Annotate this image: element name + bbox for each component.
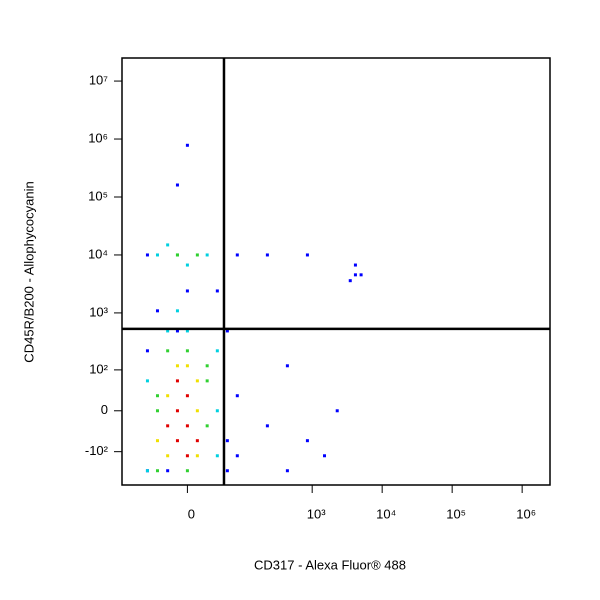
data-point <box>215 454 219 458</box>
data-point <box>185 424 189 428</box>
data-point <box>175 183 179 187</box>
data-point <box>353 263 357 267</box>
data-point <box>175 439 179 443</box>
data-point <box>166 243 170 247</box>
data-point <box>265 424 269 428</box>
data-point <box>185 329 189 333</box>
data-point <box>185 289 189 293</box>
y-tick-label: -10² <box>85 443 109 458</box>
data-point <box>145 349 149 353</box>
data-point <box>175 309 179 313</box>
data-point <box>185 454 189 458</box>
data-point <box>185 349 189 353</box>
data-point <box>235 394 239 398</box>
data-point <box>185 143 189 147</box>
data-point <box>155 309 159 313</box>
y-tick-label: 10³ <box>89 304 108 319</box>
y-tick-label: 10⁷ <box>89 73 108 88</box>
data-point <box>205 379 209 383</box>
y-axis-label: CD45R/B200 - Allophycocyanin <box>21 181 36 362</box>
data-point <box>225 439 229 443</box>
data-point <box>155 409 159 413</box>
data-point <box>155 253 159 257</box>
data-point <box>166 329 170 333</box>
data-point <box>145 379 149 383</box>
data-point <box>195 379 199 383</box>
data-point <box>215 409 219 413</box>
data-point <box>285 469 289 473</box>
data-point <box>285 364 289 368</box>
x-tick-label: 0 <box>188 506 195 521</box>
data-point <box>185 394 189 398</box>
data-point <box>166 349 170 353</box>
data-point <box>305 253 309 257</box>
data-point <box>185 263 189 267</box>
data-point <box>348 279 352 283</box>
data-point <box>185 364 189 368</box>
data-point <box>175 329 179 333</box>
data-point <box>166 454 170 458</box>
data-point <box>185 469 189 473</box>
data-point <box>155 439 159 443</box>
data-point <box>235 253 239 257</box>
plot-frame <box>121 57 551 486</box>
data-point <box>305 439 309 443</box>
x-tick-label: 10³ <box>307 506 326 521</box>
data-point <box>205 424 209 428</box>
data-point <box>195 439 199 443</box>
data-point <box>215 349 219 353</box>
x-axis-label: CD317 - Alexa Fluor® 488 <box>254 557 406 572</box>
data-point <box>175 364 179 368</box>
data-point <box>155 394 159 398</box>
data-point <box>145 469 149 473</box>
data-point <box>145 253 149 257</box>
data-point <box>265 253 269 257</box>
y-tick-label: 10⁴ <box>88 246 108 261</box>
data-point <box>225 469 229 473</box>
data-point <box>195 409 199 413</box>
data-point <box>323 454 327 458</box>
y-tick-label: 0 <box>101 402 108 417</box>
data-point <box>166 424 170 428</box>
data-point <box>155 469 159 473</box>
x-tick-label: 10⁵ <box>446 506 466 521</box>
y-tick-label: 10⁶ <box>88 130 108 145</box>
data-point <box>335 409 339 413</box>
data-point <box>166 394 170 398</box>
data-point <box>175 253 179 257</box>
data-point <box>225 329 229 333</box>
data-point <box>353 273 357 277</box>
data-point <box>195 454 199 458</box>
x-tick-label: 10⁶ <box>516 506 536 521</box>
y-tick-label: 10² <box>89 361 108 376</box>
data-point <box>205 253 209 257</box>
data-point <box>175 409 179 413</box>
y-tick-label: 10⁵ <box>88 188 108 203</box>
data-point <box>235 454 239 458</box>
data-point <box>166 469 170 473</box>
x-tick-label: 10⁴ <box>376 506 396 521</box>
data-point <box>215 289 219 293</box>
data-point <box>195 253 199 257</box>
data-point <box>359 273 363 277</box>
data-point <box>205 364 209 368</box>
data-point <box>175 379 179 383</box>
